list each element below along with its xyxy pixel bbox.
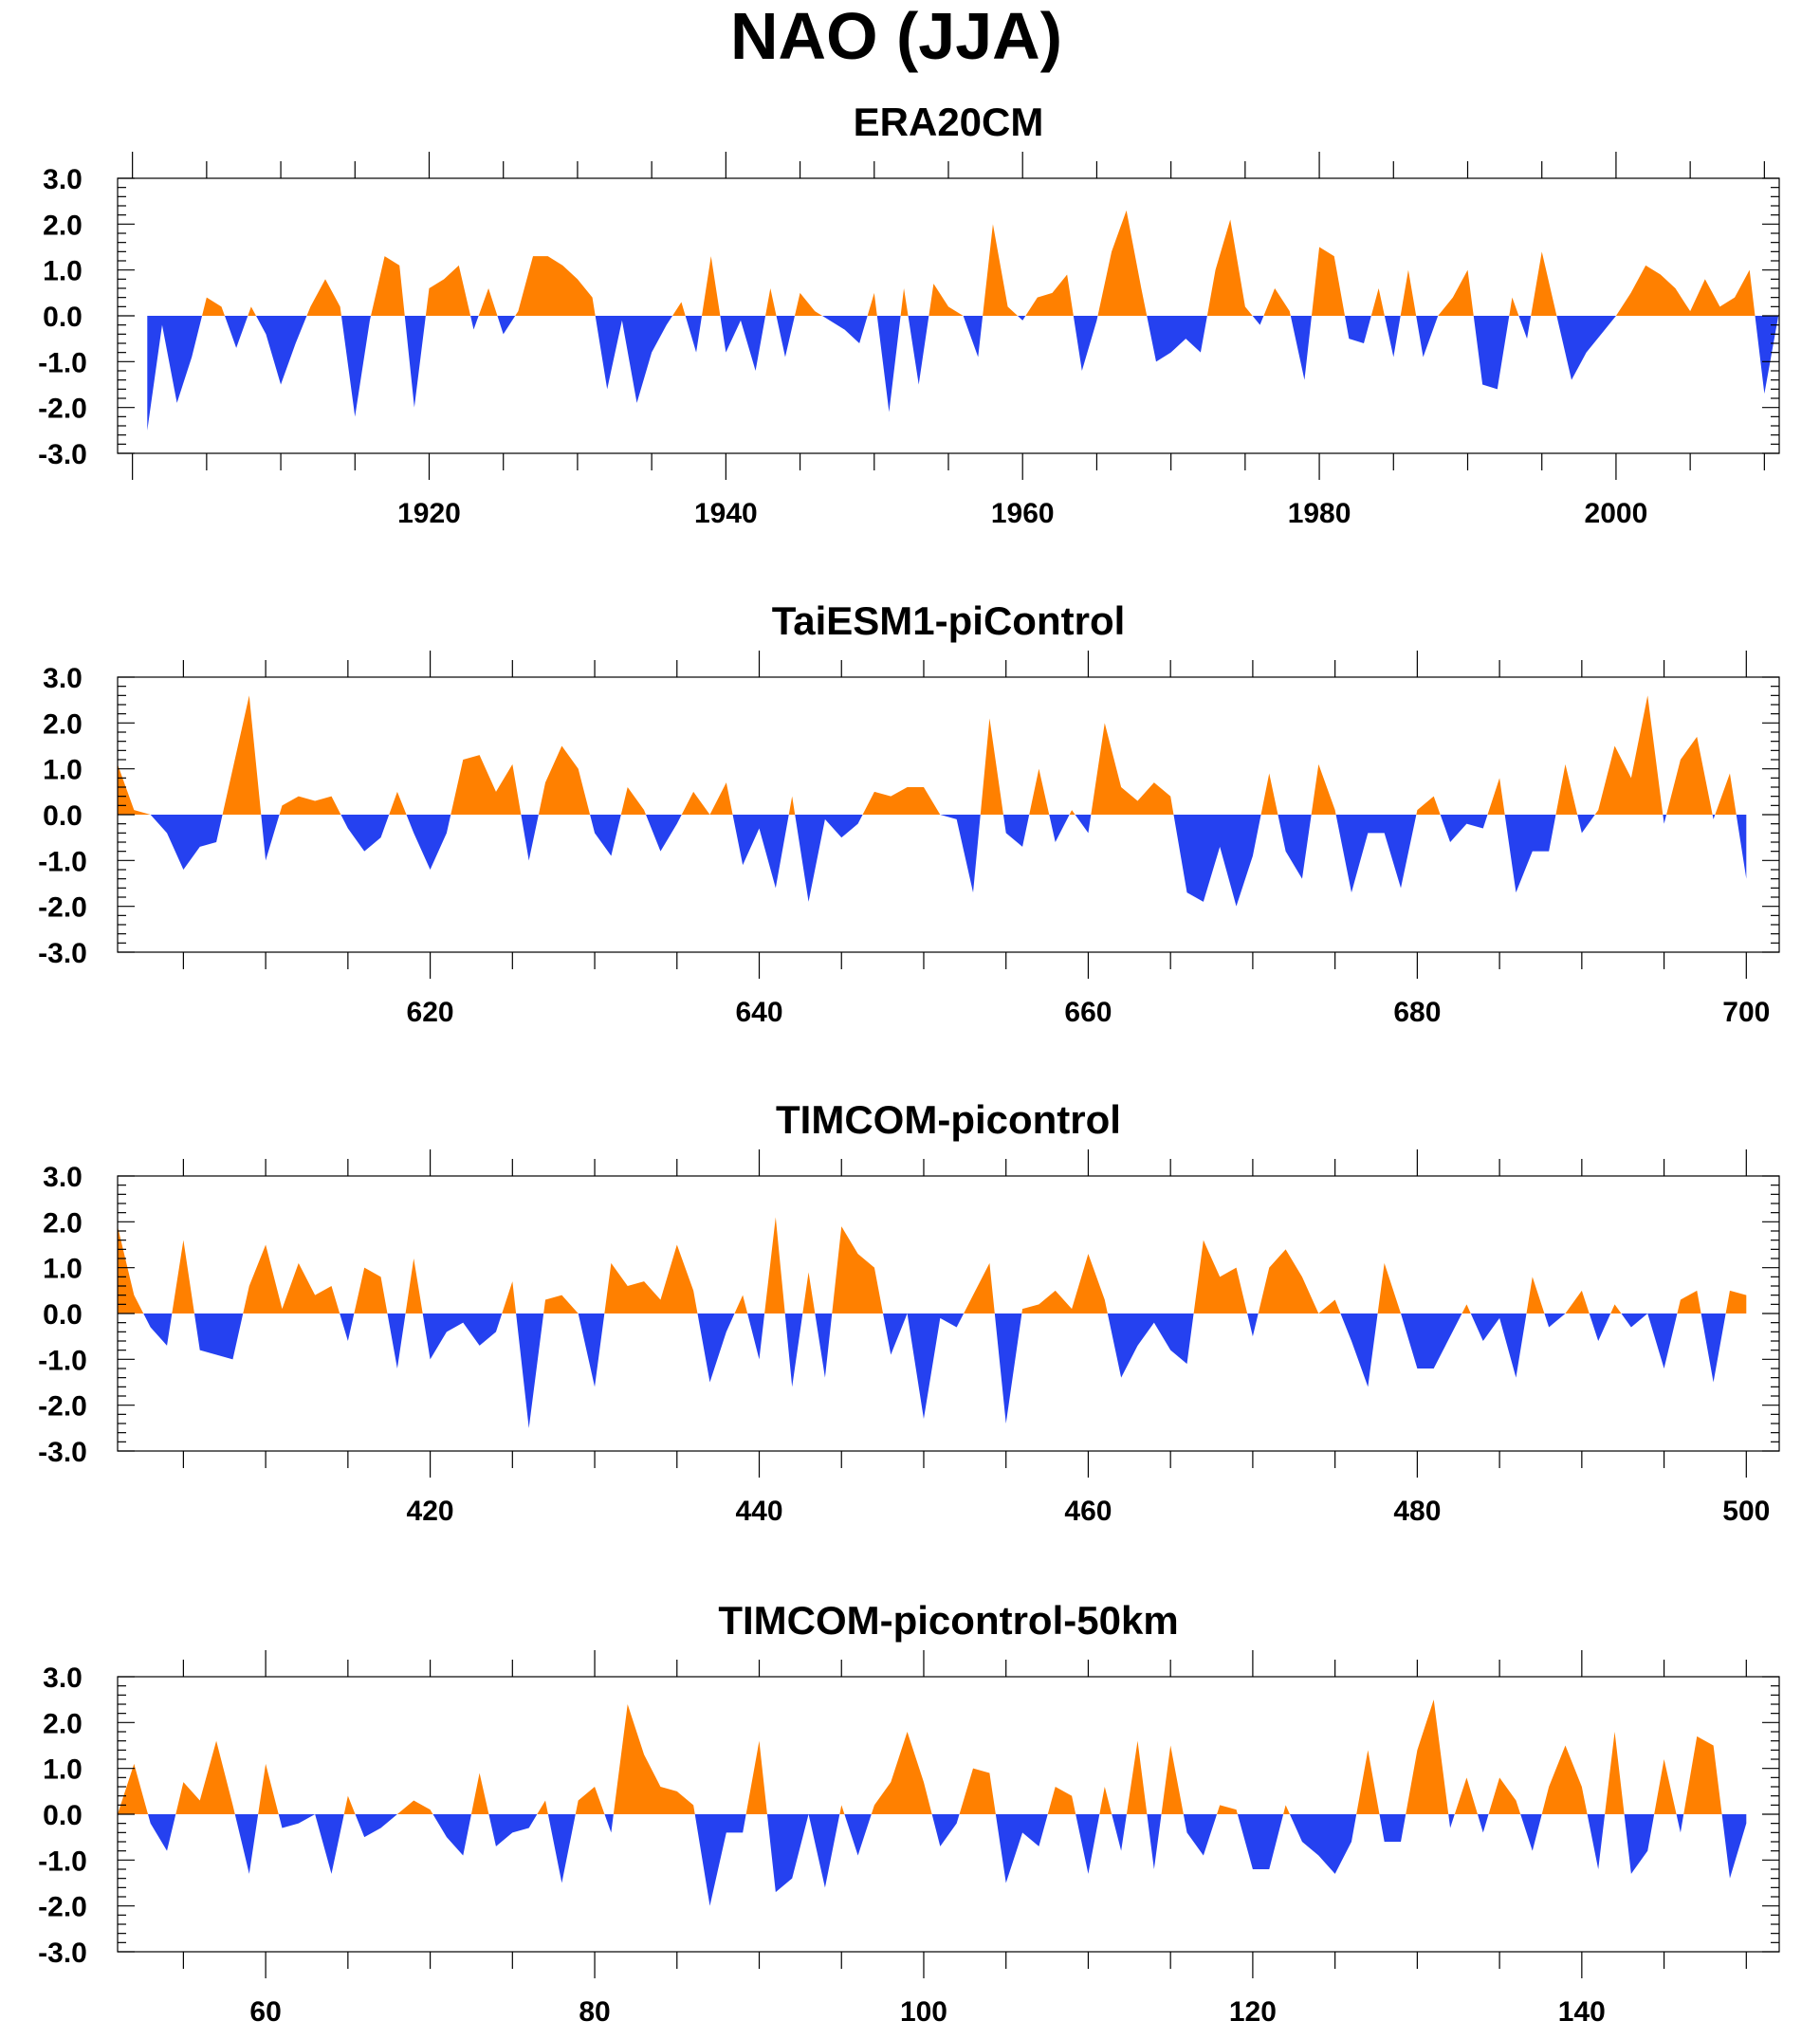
- figure-title: NAO (JJA): [730, 0, 1062, 73]
- panels: ERA20CM 3.0 2.0 1.0 0.0 -1.0 -2.0 -3.0 1920 1940 1…: [38, 100, 1780, 2028]
- y-tick-label: 2.0: [43, 210, 83, 241]
- x-tick-label: 620: [407, 997, 454, 1028]
- positive-area: [147, 210, 1779, 316]
- y-tick-label: 3.0: [43, 1162, 83, 1193]
- y-tick-label: -2.0: [38, 394, 87, 425]
- y-tick-label: -3.0: [38, 439, 87, 470]
- y-tick-label: 1.0: [43, 256, 83, 287]
- x-tick-label: 500: [1722, 1496, 1770, 1527]
- y-tick-label: -1.0: [38, 846, 87, 877]
- x-tick-label: 700: [1722, 997, 1770, 1028]
- x-tick-label: 660: [1064, 997, 1112, 1028]
- x-tick-label: 2000: [1585, 498, 1648, 529]
- y-tick-label: -1.0: [38, 347, 87, 378]
- x-tick-label: 100: [900, 1996, 947, 2028]
- panel-title: TIMCOM-picontrol: [776, 1097, 1121, 1142]
- positive-area: [118, 695, 1747, 815]
- y-tick-label: 0.0: [43, 302, 83, 333]
- negative-area: [118, 1313, 1747, 1428]
- y-tick-label: 1.0: [43, 1254, 83, 1285]
- y-tick-label: -3.0: [38, 938, 87, 969]
- x-tick-label: 80: [579, 1996, 610, 2028]
- positive-area: [118, 1217, 1747, 1313]
- y-tick-label: 3.0: [43, 164, 83, 195]
- panel-title: ERA20CM: [854, 100, 1044, 144]
- panel-1: ERA20CM 3.0 2.0 1.0 0.0 -1.0 -2.0 -3.0 1920 1940 1…: [38, 100, 1780, 529]
- y-tick-label: 0.0: [43, 800, 83, 832]
- x-tick-label: 460: [1064, 1496, 1112, 1527]
- panel-4: TIMCOM-picontrol-50km 3.0 2.0 1.0 0.0 -1.0 -2.…: [38, 1598, 1780, 2028]
- y-tick-label: 2.0: [43, 1708, 83, 1739]
- panel-title: TaiESM1-piControl: [772, 598, 1126, 643]
- y-tick-label: -3.0: [38, 1938, 87, 1969]
- y-tick-label: 2.0: [43, 1207, 83, 1239]
- x-tick-label: 480: [1393, 1496, 1441, 1527]
- x-tick-label: 440: [735, 1496, 782, 1527]
- y-tick-label: 0.0: [43, 1299, 83, 1331]
- y-tick-label: 2.0: [43, 708, 83, 740]
- y-tick-label: -2.0: [38, 892, 87, 924]
- x-tick-label: 1920: [397, 498, 461, 529]
- y-tick-label: -2.0: [38, 1391, 87, 1423]
- x-tick-label: 120: [1229, 1996, 1277, 2028]
- panel-2: TaiESM1-piControl 3.0 2.0 1.0 0.0 -1.0 -2.0 -3.…: [38, 598, 1780, 1028]
- y-tick-label: -1.0: [38, 1345, 87, 1376]
- negative-area: [118, 815, 1747, 907]
- panel-title: TIMCOM-picontrol-50km: [718, 1598, 1178, 1643]
- x-tick-label: 420: [407, 1496, 454, 1527]
- x-tick-label: 60: [249, 1996, 281, 2028]
- y-tick-label: 3.0: [43, 1662, 83, 1694]
- x-tick-label: 1980: [1288, 498, 1351, 529]
- x-tick-label: 640: [735, 997, 782, 1028]
- y-tick-label: 3.0: [43, 663, 83, 694]
- negative-area: [118, 1814, 1747, 1906]
- panel-3: TIMCOM-picontrol 3.0 2.0 1.0 0.0 -1.0 -2.0 -3.0…: [38, 1097, 1780, 1527]
- y-tick-label: -1.0: [38, 1846, 87, 1877]
- x-tick-label: 140: [1558, 1996, 1606, 2028]
- y-tick-label: -2.0: [38, 1892, 87, 1923]
- x-tick-label: 680: [1393, 997, 1441, 1028]
- y-tick-label: 1.0: [43, 755, 83, 786]
- y-tick-label: 1.0: [43, 1754, 83, 1786]
- x-tick-label: 1940: [694, 498, 758, 529]
- negative-area: [147, 316, 1779, 431]
- x-tick-label: 1960: [991, 498, 1055, 529]
- y-tick-label: -3.0: [38, 1437, 87, 1468]
- positive-area: [118, 1699, 1747, 1814]
- y-tick-label: 0.0: [43, 1800, 83, 1831]
